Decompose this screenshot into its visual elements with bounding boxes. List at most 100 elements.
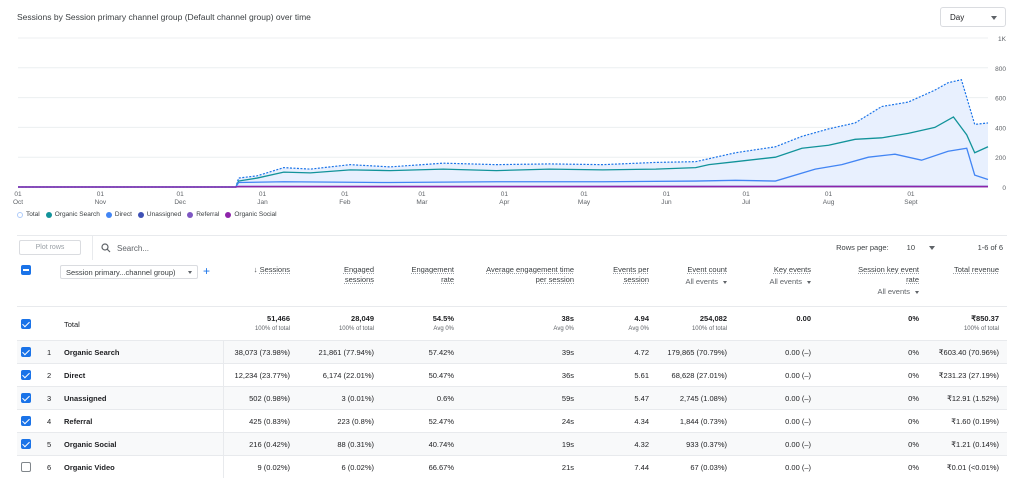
cell-sessions: 502 (0.98%) [249, 394, 290, 403]
col-session-key-event-rate[interactable]: Session key event rate All events [858, 265, 919, 297]
cell-sessions: 12,234 (23.77%) [234, 371, 290, 380]
chart-title: Sessions by Session primary channel grou… [17, 12, 311, 22]
totals-events-per-session: 4.94 Avg 0% [628, 314, 649, 332]
x-tick-day: 01 [97, 191, 105, 198]
plot-rows-button[interactable]: Plot rows [19, 240, 81, 255]
col-avg-engagement-time[interactable]: Average engagement time per session [486, 265, 574, 284]
cell-engaged: 223 (0.8%) [337, 417, 374, 426]
table-row[interactable]: 6 Organic Video 9 (0.02%) 6 (0.02%) 66.67% 21… [17, 455, 1007, 478]
cell-engagement-rate: 52.47% [428, 417, 454, 426]
y-tick-label: 400 [995, 125, 1006, 132]
legend-item[interactable]: Organic Social [225, 211, 277, 218]
cell-key-events: 0.00 (–) [785, 440, 811, 449]
cell-event-count: 67 (0.03%) [690, 463, 727, 472]
event-filter[interactable]: All events [685, 277, 727, 287]
x-tick-day: 01 [907, 191, 915, 198]
cell-total-revenue: ₹1.21 (0.14%) [951, 440, 999, 449]
col-total-revenue[interactable]: Total revenue [953, 265, 999, 274]
row-checkbox[interactable] [21, 439, 31, 449]
row-checkbox[interactable] [21, 347, 31, 357]
cell-total-revenue: ₹12.91 (1.52%) [947, 394, 999, 403]
row-number: 5 [47, 440, 52, 449]
legend-item[interactable]: Direct [105, 211, 132, 218]
select-all-checkbox[interactable] [21, 265, 31, 275]
dimension-select[interactable]: Session primary...channel group) [60, 265, 198, 279]
cell-sessions: 216 (0.42%) [249, 440, 290, 449]
cell-events-per-session: 4.32 [634, 440, 649, 449]
cell-engaged: 3 (0.01%) [341, 394, 374, 403]
cell-session-key-rate: 0% [908, 394, 919, 403]
row-channel-name: Organic Social [64, 440, 117, 449]
x-tick-month: Nov [95, 199, 107, 206]
col-event-count[interactable]: Event count All events [685, 265, 727, 287]
event-filter[interactable]: All events [769, 277, 811, 287]
rows-per-page-label: Rows per page: [836, 243, 889, 252]
col-key-events[interactable]: Key events All events [769, 265, 811, 287]
cell-event-count: 1,844 (0.73%) [679, 417, 727, 426]
x-tick-month: Jul [742, 199, 751, 206]
search-box[interactable]: Search... [92, 236, 149, 260]
search-input[interactable]: Search... [117, 243, 150, 253]
totals-sub: 100% of total [254, 326, 290, 332]
event-filter[interactable]: All events [858, 287, 919, 297]
cell-sessions: 38,073 (73.98%) [234, 348, 290, 357]
totals-sub: Avg 0% [553, 326, 574, 332]
add-dimension-icon[interactable]: + [203, 264, 211, 278]
x-tick-month: Oct [13, 199, 23, 206]
granularity-select[interactable]: Day [940, 7, 1006, 27]
legend-label: Total [26, 211, 40, 218]
col-engagement-rate[interactable]: Engagement rate [411, 265, 454, 284]
legend-item[interactable]: Total [17, 211, 40, 218]
row-channel-name: Organic Video [64, 463, 115, 472]
cell-key-events: 0.00 (–) [785, 348, 811, 357]
cell-engaged: 6,174 (22.01%) [322, 371, 374, 380]
cell-avg-engagement: 59s [561, 394, 574, 403]
legend-item[interactable]: Unassigned [137, 211, 181, 218]
table-header: Session primary...channel group) + ↓ Ses… [17, 260, 1007, 306]
totals-checkbox[interactable] [21, 319, 31, 329]
row-checkbox[interactable] [21, 462, 31, 472]
cell-session-key-rate: 0% [908, 348, 919, 357]
cell-avg-engagement: 36s [561, 371, 574, 380]
table-row[interactable]: 4 Referral 425 (0.83%) 223 (0.8%) 52.47% 24s 4… [17, 409, 1007, 432]
cell-events-per-session: 4.72 [634, 348, 649, 357]
cell-total-revenue: ₹603.40 (70.96%) [938, 348, 999, 357]
rows-per-page-select[interactable]: 10 [907, 243, 935, 252]
chevron-down-icon [991, 16, 997, 20]
table-row[interactable]: 5 Organic Social 216 (0.42%) 88 (0.31%) 40.7… [17, 432, 1007, 455]
row-checkbox[interactable] [21, 416, 31, 426]
table-row[interactable]: 3 Unassigned 502 (0.98%) 3 (0.01%) 0.6% 59s 5.… [17, 386, 1007, 409]
cell-engagement-rate: 50.47% [428, 371, 454, 380]
y-tick-label: 600 [995, 96, 1006, 103]
row-channel-name: Direct [64, 371, 86, 380]
cell-engagement-rate: 66.67% [428, 463, 454, 472]
cell-events-per-session: 5.61 [634, 371, 649, 380]
cell-event-count: 179,865 (70.79%) [667, 348, 727, 357]
row-number: 6 [47, 463, 52, 472]
x-tick-day: 01 [14, 191, 22, 198]
cell-engaged: 21,861 (77.94%) [318, 348, 374, 357]
x-tick-day: 01 [580, 191, 588, 198]
col-engaged-sessions[interactable]: Engaged sessions [343, 265, 374, 284]
rows-per-page: Rows per page: 10 [836, 243, 935, 252]
table-row[interactable]: 2 Direct 12,234 (23.77%) 6,174 (22.01%) 50.4… [17, 363, 1007, 386]
row-checkbox[interactable] [21, 393, 31, 403]
series-line-total [18, 79, 989, 188]
legend-item[interactable]: Referral [187, 211, 219, 218]
col-events-per-session[interactable]: Events per session [613, 265, 649, 284]
row-checkbox[interactable] [21, 370, 31, 380]
cell-session-key-rate: 0% [908, 371, 919, 380]
column-divider [223, 433, 224, 455]
cell-avg-engagement: 21s [561, 463, 574, 472]
legend-label: Direct [114, 211, 132, 218]
col-sessions[interactable]: ↓ Sessions [253, 265, 290, 274]
cell-key-events: 0.00 (–) [785, 371, 811, 380]
totals-sessions: 51,466 100% of total [254, 314, 290, 332]
table-row[interactable]: 1 Organic Search 38,073 (73.98%) 21,861 (77… [17, 340, 1007, 363]
legend-item[interactable]: Organic Search [45, 211, 100, 218]
totals-total-revenue: ₹850.37 100% of total [963, 314, 999, 332]
x-tick-day: 01 [825, 191, 833, 198]
cell-events-per-session: 5.47 [634, 394, 649, 403]
totals-avg-engagement: 38s Avg 0% [553, 314, 574, 332]
cell-total-revenue: ₹231.23 (27.19%) [938, 371, 999, 380]
